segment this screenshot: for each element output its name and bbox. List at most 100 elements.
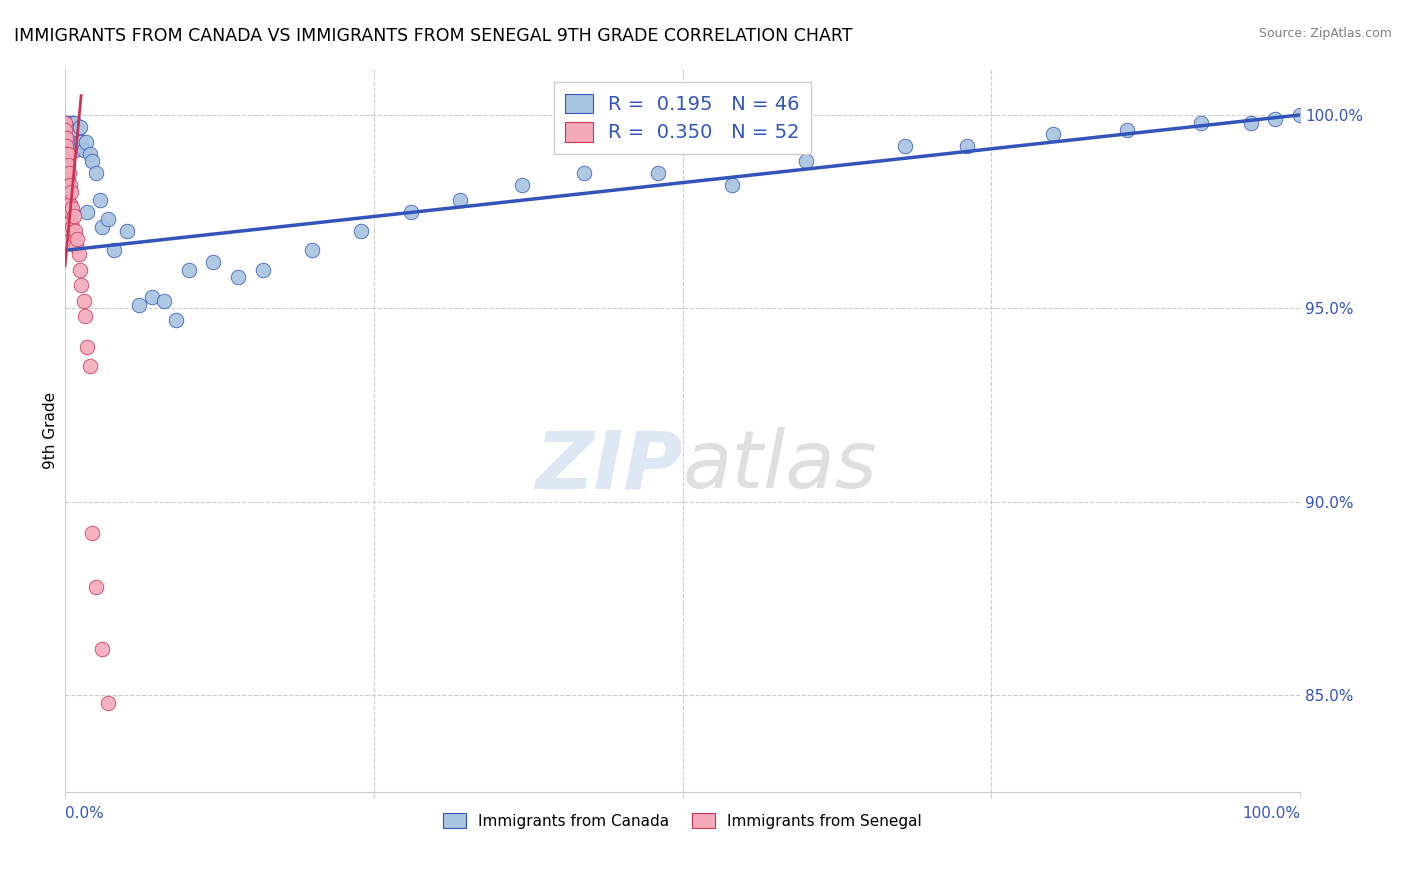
Point xyxy=(55,166,77,180)
Point xyxy=(82,154,104,169)
Point xyxy=(59,216,82,230)
Point xyxy=(67,247,90,261)
Point xyxy=(55,193,77,207)
Point xyxy=(153,293,176,308)
Point xyxy=(58,201,80,215)
Point xyxy=(70,278,93,293)
Point xyxy=(62,220,84,235)
Point xyxy=(103,244,125,258)
Point xyxy=(128,297,150,311)
Point xyxy=(53,186,76,200)
Point xyxy=(1239,116,1261,130)
Point xyxy=(572,166,595,180)
Point xyxy=(66,123,89,137)
Point xyxy=(59,197,82,211)
Point xyxy=(1116,123,1139,137)
Point xyxy=(84,580,107,594)
Point xyxy=(70,135,93,149)
Point xyxy=(955,139,977,153)
Point xyxy=(82,525,104,540)
Point xyxy=(58,166,80,180)
Text: ZIP: ZIP xyxy=(536,427,682,506)
Point xyxy=(97,212,120,227)
Point xyxy=(62,227,84,242)
Text: IMMIGRANTS FROM CANADA VS IMMIGRANTS FROM SENEGAL 9TH GRADE CORRELATION CHART: IMMIGRANTS FROM CANADA VS IMMIGRANTS FRO… xyxy=(14,27,852,45)
Point xyxy=(1289,108,1312,122)
Point xyxy=(53,178,76,192)
Point xyxy=(67,135,90,149)
Point xyxy=(58,116,80,130)
Point xyxy=(721,178,744,192)
Point xyxy=(63,224,86,238)
Point xyxy=(60,135,83,149)
Point xyxy=(60,224,83,238)
Point xyxy=(59,178,82,192)
Point xyxy=(1264,112,1286,126)
Point xyxy=(53,146,76,161)
Point xyxy=(53,139,76,153)
Point xyxy=(55,209,77,223)
Point xyxy=(202,255,225,269)
Point xyxy=(53,116,76,130)
Point xyxy=(53,193,76,207)
Point xyxy=(56,146,79,161)
Point xyxy=(79,146,101,161)
Point xyxy=(55,139,77,153)
Text: atlas: atlas xyxy=(682,427,877,506)
Point xyxy=(399,204,422,219)
Point xyxy=(226,270,249,285)
Point xyxy=(53,154,76,169)
Point xyxy=(115,224,138,238)
Text: Source: ZipAtlas.com: Source: ZipAtlas.com xyxy=(1258,27,1392,40)
Point xyxy=(53,162,76,177)
Point xyxy=(56,193,79,207)
Point xyxy=(55,146,77,161)
Point xyxy=(141,290,163,304)
Legend: Immigrants from Canada, Immigrants from Senegal: Immigrants from Canada, Immigrants from … xyxy=(437,807,928,835)
Point xyxy=(79,359,101,374)
Point xyxy=(301,244,323,258)
Point xyxy=(63,143,86,157)
Point xyxy=(97,696,120,710)
Point xyxy=(91,220,114,235)
Text: 100.0%: 100.0% xyxy=(1241,806,1301,822)
Point xyxy=(58,181,80,195)
Text: 0.0%: 0.0% xyxy=(65,806,104,822)
Point xyxy=(60,204,83,219)
Point xyxy=(53,169,76,184)
Point xyxy=(91,641,114,656)
Point xyxy=(252,262,274,277)
Point xyxy=(65,239,87,253)
Point xyxy=(69,262,91,277)
Point xyxy=(1042,128,1064,142)
Point xyxy=(89,193,111,207)
Point xyxy=(72,143,94,157)
Point xyxy=(62,201,84,215)
Point xyxy=(69,120,91,134)
Point xyxy=(56,204,79,219)
Point xyxy=(647,166,669,180)
Point xyxy=(53,131,76,145)
Point xyxy=(510,178,533,192)
Point xyxy=(65,128,87,142)
Point xyxy=(53,201,76,215)
Point xyxy=(53,123,76,137)
Point xyxy=(62,209,84,223)
Point xyxy=(76,204,98,219)
Point xyxy=(165,313,187,327)
Point xyxy=(55,131,77,145)
Point xyxy=(449,193,471,207)
Point xyxy=(73,309,96,323)
Point xyxy=(62,116,84,130)
Point xyxy=(177,262,200,277)
Point xyxy=(894,139,917,153)
Point xyxy=(66,232,89,246)
Point xyxy=(60,186,83,200)
Point xyxy=(72,293,94,308)
Point xyxy=(1189,116,1212,130)
Point xyxy=(75,135,97,149)
Point xyxy=(62,116,84,130)
Point xyxy=(56,174,79,188)
Y-axis label: 9th Grade: 9th Grade xyxy=(44,392,58,469)
Point xyxy=(55,154,77,169)
